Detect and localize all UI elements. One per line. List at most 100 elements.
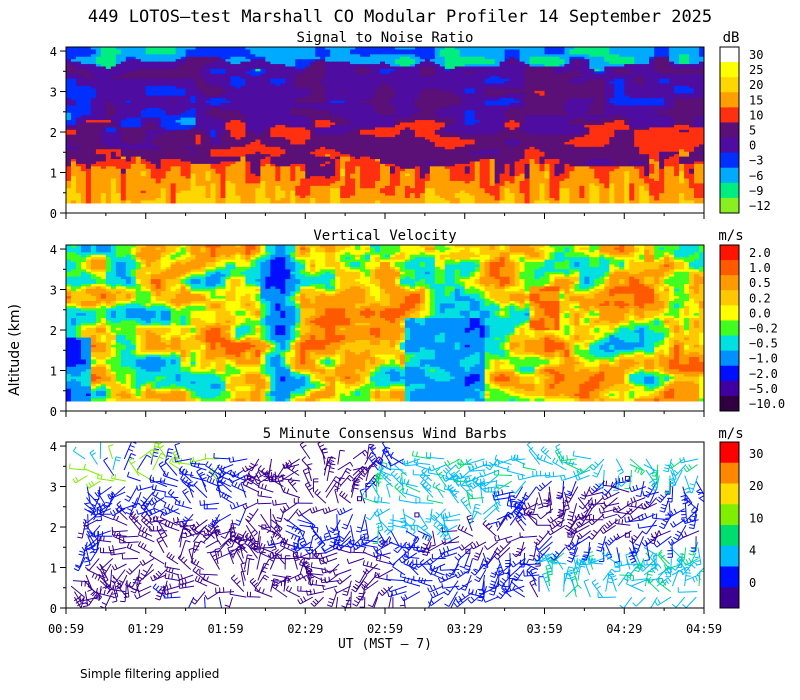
heatmap-cell (310, 274, 316, 278)
heatmap-cell (150, 107, 157, 119)
heatmap-cell (265, 352, 271, 356)
heatmap-cell (305, 127, 311, 131)
heatmap-cell (70, 378, 77, 402)
heatmap-cell (694, 183, 700, 199)
heatmap-cell (130, 56, 137, 60)
heatmap-cell (135, 127, 142, 146)
heatmap-cell (594, 257, 600, 268)
heatmap-cell (100, 286, 107, 290)
heatmap-cell (265, 245, 271, 253)
heatmap-cell (559, 59, 566, 65)
heatmap-cell (614, 286, 620, 295)
heatmap-cell (180, 325, 187, 329)
heatmap-cell (140, 193, 147, 202)
heatmap-cell (589, 103, 595, 116)
heatmap-cell (280, 376, 286, 382)
heatmap-cell (674, 291, 680, 297)
heatmap-cell (619, 327, 625, 341)
heatmap-cell (534, 47, 541, 58)
heatmap-cell (95, 120, 102, 124)
heatmap-cell (190, 269, 197, 273)
heatmap-cell (494, 381, 501, 385)
heatmap-cell (95, 56, 102, 65)
heatmap-cell (649, 354, 655, 358)
heatmap-cell (140, 383, 147, 387)
heatmap-cell (609, 264, 615, 273)
heatmap-cell (175, 381, 182, 387)
heatmap-cell (80, 271, 87, 285)
heatmap-cell (255, 151, 261, 177)
heatmap-cell (649, 374, 655, 378)
heatmap-cell (150, 322, 157, 326)
heatmap-cell (519, 47, 526, 63)
heatmap-cell (589, 376, 595, 392)
heatmap-cell (484, 398, 491, 402)
heatmap-cell (345, 120, 351, 126)
heatmap-cell (155, 134, 162, 148)
heatmap-cell (549, 366, 556, 370)
wind-barb (283, 487, 301, 499)
heatmap-cell (564, 112, 571, 116)
heatmap-cell (664, 283, 670, 288)
heatmap-cell (235, 110, 242, 121)
heatmap-cell (674, 269, 680, 273)
heatmap-cell (70, 66, 77, 75)
heatmap-cell (639, 154, 645, 163)
heatmap-cell (90, 166, 97, 204)
heatmap-cell (444, 286, 451, 297)
heatmap-cell (634, 320, 640, 324)
heatmap-cell (280, 318, 286, 326)
heatmap-cell (130, 247, 137, 256)
heatmap-cell (210, 149, 217, 158)
heatmap-cell (270, 254, 276, 261)
heatmap-cell (514, 59, 521, 90)
heatmap-cell (305, 107, 311, 119)
heatmap-cell (355, 269, 361, 273)
heatmap-cell (584, 325, 590, 341)
heatmap-cell (414, 166, 421, 199)
heatmap-cell (150, 357, 157, 373)
heatmap-cell (300, 144, 306, 165)
heatmap-cell (659, 105, 665, 111)
heatmap-cell (315, 134, 321, 150)
heatmap-cell (265, 254, 271, 261)
heatmap-cell (589, 286, 595, 290)
heatmap-cell (305, 288, 311, 300)
heatmap-cell (514, 357, 521, 373)
heatmap-cell (629, 127, 635, 163)
heatmap-cell (185, 56, 192, 80)
heatmap-cell (694, 327, 700, 346)
heatmap-cell (664, 166, 670, 204)
heatmap-cell (265, 374, 271, 378)
wind-barb (339, 474, 354, 487)
heatmap-cell (210, 262, 217, 268)
heatmap-cell (699, 374, 704, 378)
heatmap-cell (609, 364, 615, 368)
heatmap-cell (404, 288, 411, 292)
heatmap-cell (215, 383, 222, 390)
heatmap-cell (245, 364, 252, 368)
heatmap-cell (385, 354, 391, 365)
heatmap-cell (100, 383, 107, 387)
heatmap-cell (574, 47, 580, 55)
heatmap-cell (594, 71, 600, 75)
heatmap-cell (165, 95, 172, 116)
heatmap-cell (330, 159, 336, 177)
heatmap-cell (624, 271, 630, 287)
heatmap-cell (210, 266, 217, 270)
heatmap-cell (404, 283, 411, 288)
heatmap-cell (100, 381, 107, 385)
heatmap-cell (110, 371, 117, 375)
heatmap-cell (235, 156, 242, 163)
wind-barb (362, 547, 379, 559)
heatmap-cell (544, 134, 551, 160)
heatmap-cell (175, 374, 182, 382)
heatmap-cell (165, 320, 172, 326)
heatmap-cell (674, 325, 680, 334)
heatmap-cell (634, 330, 640, 334)
heatmap-cell (539, 286, 546, 290)
heatmap-cell (320, 339, 326, 351)
heatmap-cell (629, 383, 635, 387)
heatmap-cell (110, 178, 117, 204)
heatmap-cell (180, 349, 187, 358)
